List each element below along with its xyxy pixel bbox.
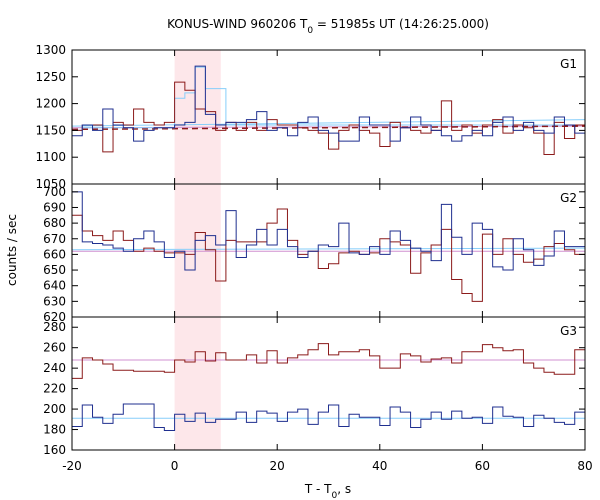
xtick-label-4: 60 [475,459,490,473]
panel-label-g1: G1 [560,57,577,71]
ytick-label-g1-3: 1200 [35,97,66,111]
panel-g1: G1 1050 1100 1150 1200 1250 1300 [35,43,586,191]
panel-label-g3: G3 [560,324,577,338]
series-a-step-g1 [72,81,585,156]
ytick-label-g1-1: 1100 [35,150,66,164]
xtick-label-2: 20 [270,459,285,473]
ytick-label-g1-2: 1150 [35,123,66,137]
xtick-label-5: 80 [577,459,592,473]
ytick-label-g3-2: 200 [43,402,66,416]
ytick-label-g2-7: 690 [43,200,66,214]
xtick-label-1: 0 [171,459,179,473]
ytick-label-g2-8: 700 [43,185,66,199]
series-b-step-g3 [72,403,585,432]
ytick-label-g2-5: 670 [43,232,66,246]
series-b-step-g1 [72,65,585,142]
panel-g3: G3 160 180 200 220 240 260 280 [43,316,586,457]
ytick-label-g1-4: 1250 [35,70,66,84]
ytick-label-g3-5: 260 [43,341,66,355]
panel-frame-g3 [71,316,586,451]
y-axis-label: counts / sec [5,214,19,286]
panel-label-g2: G2 [560,191,577,205]
ytick-label-g2-0: 620 [43,310,66,324]
ytick-label-g2-2: 640 [43,279,66,293]
ytick-label-g1-5: 1300 [35,43,66,57]
chart-title: KONUS-WIND 960206 T0 = 51985s UT (14:26:… [167,17,489,36]
series-a-step-g3 [72,343,585,379]
ytick-label-g3-6: 280 [43,320,66,334]
ytick-label-g3-3: 220 [43,382,66,396]
ytick-label-g2-3: 650 [43,263,66,277]
ytick-label-g1-0: 1050 [35,177,66,191]
series-a-step-g2 [72,208,585,302]
dashed-line-g1 [71,125,586,131]
ytick-label-g3-4: 240 [43,361,66,375]
ytick-label-g2-1: 630 [43,294,66,308]
ytick-label-g3-1: 180 [43,423,66,437]
x-axis-label: T - T0, s [304,482,351,500]
series-b-step-g2 [72,191,585,271]
panel-frame-g2 [71,183,586,318]
ytick-label-g2-6: 680 [43,216,66,230]
ytick-label-g2-4: 660 [43,247,66,261]
xtick-label-3: 40 [372,459,387,473]
fit-b-line-g2 [71,247,586,251]
xtick-label-0: -20 [62,459,82,473]
ytick-label-g3-0: 160 [43,443,66,457]
